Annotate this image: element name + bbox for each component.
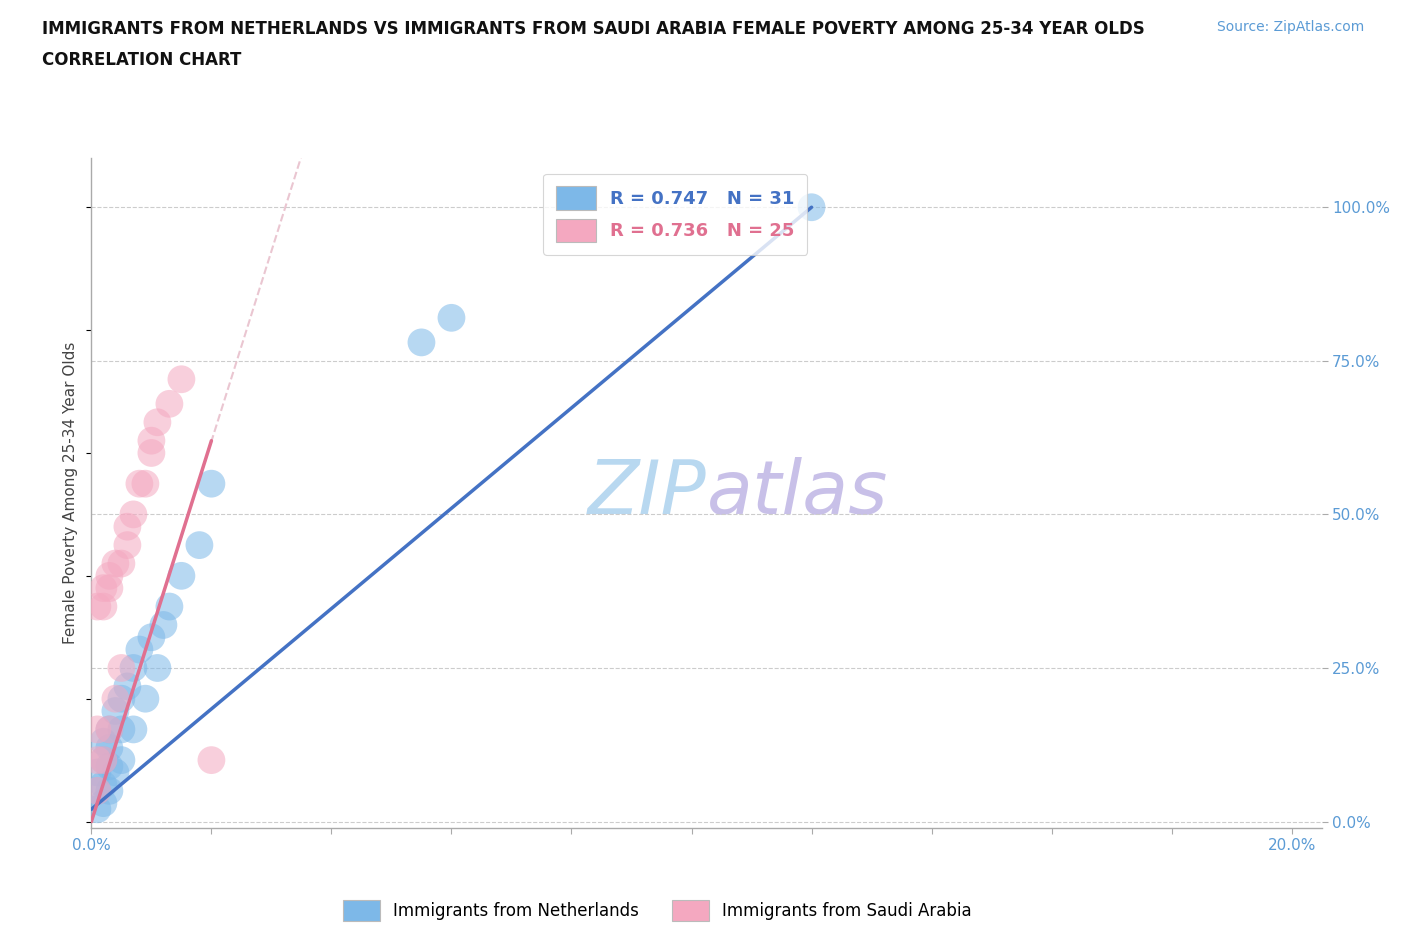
Point	[188, 538, 211, 552]
Point	[104, 703, 127, 718]
Point	[93, 580, 115, 595]
Point	[98, 740, 121, 755]
Text: CORRELATION CHART: CORRELATION CHART	[42, 51, 242, 69]
Point	[93, 752, 115, 767]
Point	[200, 476, 222, 491]
Point	[104, 691, 127, 706]
Point	[122, 507, 145, 522]
Point	[98, 783, 121, 798]
Point	[98, 568, 121, 583]
Point	[93, 752, 115, 767]
Point	[86, 783, 108, 798]
Point	[110, 752, 132, 767]
Point	[86, 722, 108, 737]
Point	[117, 538, 139, 552]
Point	[122, 660, 145, 675]
Point	[98, 722, 121, 737]
Point	[170, 372, 193, 387]
Point	[110, 556, 132, 571]
Text: ZIP: ZIP	[588, 457, 706, 529]
Point	[104, 556, 127, 571]
Point	[86, 783, 108, 798]
Point	[170, 568, 193, 583]
Point	[128, 642, 150, 657]
Point	[86, 599, 108, 614]
Point	[98, 759, 121, 774]
Point	[134, 476, 156, 491]
Point	[86, 765, 108, 780]
Point	[141, 445, 163, 460]
Point	[110, 722, 132, 737]
Point	[800, 200, 823, 215]
Point	[411, 335, 433, 350]
Legend: Immigrants from Netherlands, Immigrants from Saudi Arabia: Immigrants from Netherlands, Immigrants …	[336, 893, 979, 928]
Point	[117, 679, 139, 694]
Point	[110, 691, 132, 706]
Point	[152, 618, 174, 632]
Point	[141, 433, 163, 448]
Point	[440, 311, 463, 325]
Point	[157, 396, 180, 411]
Point	[98, 722, 121, 737]
Point	[146, 415, 169, 430]
Point	[93, 735, 115, 750]
Point	[86, 802, 108, 817]
Point	[122, 722, 145, 737]
Point	[93, 599, 115, 614]
Text: atlas: atlas	[706, 457, 889, 529]
Point	[98, 580, 121, 595]
Point	[141, 630, 163, 644]
Point	[104, 765, 127, 780]
Point	[128, 476, 150, 491]
Point	[134, 691, 156, 706]
Point	[146, 660, 169, 675]
Point	[110, 660, 132, 675]
Y-axis label: Female Poverty Among 25-34 Year Olds: Female Poverty Among 25-34 Year Olds	[63, 341, 79, 644]
Text: IMMIGRANTS FROM NETHERLANDS VS IMMIGRANTS FROM SAUDI ARABIA FEMALE POVERTY AMONG: IMMIGRANTS FROM NETHERLANDS VS IMMIGRANT…	[42, 20, 1144, 38]
Point	[117, 519, 139, 534]
Point	[86, 752, 108, 767]
Point	[93, 796, 115, 811]
Point	[200, 752, 222, 767]
Text: Source: ZipAtlas.com: Source: ZipAtlas.com	[1216, 20, 1364, 34]
Point	[157, 599, 180, 614]
Point	[93, 777, 115, 792]
